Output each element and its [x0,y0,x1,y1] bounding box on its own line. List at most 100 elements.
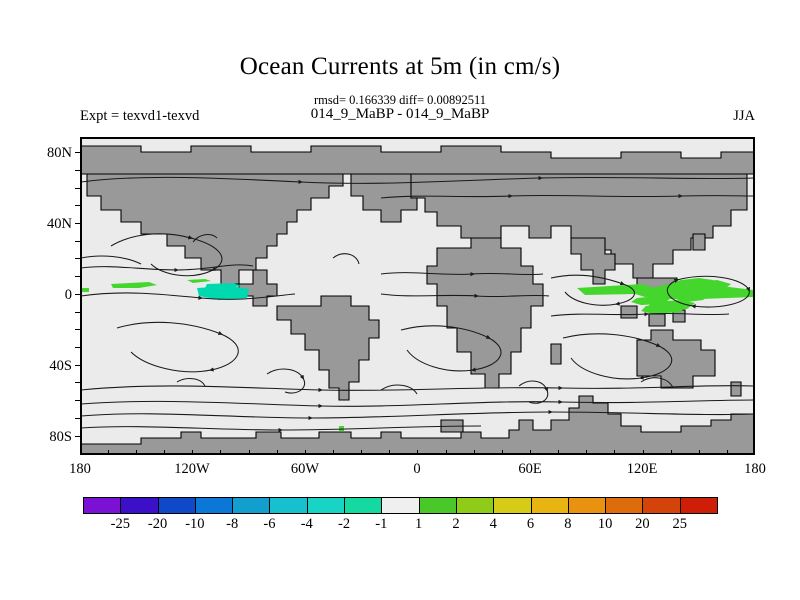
streamline-curl-atlantic-north [332,253,360,265]
x-tick-minor [361,450,362,455]
y-tick-minor [75,382,80,383]
colorbar-tick-label-6: -2 [338,516,351,532]
land-mask [81,145,754,454]
x-tick-label-120e: 120E [626,461,658,477]
anomaly-patch-coral-sea [641,304,687,314]
y-tick-0 [75,294,80,295]
y-tick-minor [75,241,80,242]
arctic-landmass [81,145,754,175]
y-tick-40s [75,365,80,366]
x-tick-label-180w: 180 [69,461,91,477]
y-tick-label-40n: 40N [47,216,72,232]
x-tick-minor [558,450,559,455]
x-tick-minor [333,450,334,455]
x-tick-minor [249,450,250,455]
antarctica-landmass [81,395,754,454]
colorbar-swatch-10 [455,497,495,514]
y-tick-minor [75,400,80,401]
colorbar-tick-label-10: 4 [489,516,497,532]
anomaly-patch-eastern-pacific-green-2 [187,279,211,283]
streamline-indian-monsoon-gyre [550,274,635,306]
y-tick-minor [75,258,80,259]
y-tick-label-80s: 80S [49,429,72,445]
y-tick-minor [75,170,80,171]
x-tick-minor [727,450,728,455]
x-tick-minor [446,450,447,455]
anomaly-patch-eastern-pacific-teal-2 [205,283,241,289]
colorbar-tick-label-11: 6 [526,516,535,532]
x-tick-60w [305,450,306,455]
y-tick-40n [75,223,80,224]
y-tick-minor [75,312,80,313]
colorbar-tick-label-1: -20 [147,516,168,532]
sumatra-landmass [620,305,638,319]
streamline-north-pacific-gyre [110,233,223,277]
streamline-south-equatorial-atlantic [380,293,550,298]
colorbar-tick-labels: -25 -20 -10 -8 -6 -4 -2 -1 1 2 4 6 8 10 20 25 [83,514,717,536]
new-zealand-landmass [730,381,742,397]
x-tick-0 [417,450,418,455]
streamline-eddy-south-atlantic [266,368,305,394]
anomaly-patch-eastern-pacific-teal [197,286,249,300]
colorbar-tick-label-5: -4 [300,516,313,532]
x-tick-label-60w: 60W [290,461,320,477]
x-tick-label-120w: 120W [174,461,210,477]
colorbar-tick-label-13: 10 [597,516,613,532]
colorbar-swatch-2 [157,497,196,514]
x-tick-minor [671,450,672,455]
streamline-eddy-misc [380,384,418,395]
y-tick-minor [75,418,80,419]
south-america-landmass [276,295,380,401]
x-tick-180e [754,450,755,455]
world-map-graphic [81,138,754,454]
map-plot-area [80,137,755,455]
colorbar-tick-label-15: 25 [672,516,687,532]
colorbar-swatch-11 [493,497,532,514]
anomaly-patch-eastern-pacific-green [111,282,157,288]
colorbar-swatch-14 [605,497,644,514]
colorbar-swatch-5 [269,497,308,514]
current-streamlines [81,175,754,433]
streamline-eddy-tasman [640,377,674,389]
x-tick-minor [614,450,615,455]
x-tick-minor [277,450,278,455]
x-tick-120e [643,450,644,455]
africa-landmass [426,237,544,389]
x-tick-minor [108,450,109,455]
streamline-pacific-warmpool-gyre [666,275,749,307]
colorbar-swatch-6 [306,497,346,514]
streamline-north-atlantic-drift [380,193,754,199]
streamline-north-pacific-west [81,255,142,265]
colorbar-swatch-8 [381,497,420,514]
y-tick-minor [75,347,80,348]
anomaly-patch-antarctic-dot [339,426,344,431]
experiment-label: Expt = texvd1-texvd [80,108,200,124]
season-label: JJA [733,108,755,124]
streamline-eddy-indian [518,380,549,404]
colorbar-swatch-1 [120,497,159,514]
streamline-south-atlantic-gyre [400,325,502,372]
y-tick-minor [75,276,80,277]
colorbar-swatch-0 [83,497,122,514]
y-tick-label-0: 0 [64,287,72,303]
x-tick-minor [136,450,137,455]
x-tick-minor [389,450,390,455]
streamline-north-equatorial-pacific [81,264,254,273]
x-tick-label-180e: 180 [744,461,766,477]
x-tick-60e [530,450,531,455]
x-tick-label-0: 0 [413,461,421,477]
colorbar-tick-label-7: -1 [375,516,388,532]
colorbar-swatch-4 [232,497,271,514]
x-tick-minor [164,450,165,455]
colorbar [83,497,719,514]
streamline-acc-2 [81,399,754,409]
y-tick-label-80n: 80N [47,145,72,161]
colorbar-swatch-3 [194,497,234,514]
y-tick-80n [75,152,80,153]
case-annotation: 014_9_MaBP - 014_9_MaBP [310,106,490,122]
x-tick-minor [220,450,221,455]
colorbar-swatch-16 [679,497,719,514]
streamline-south-equatorial-pacific [81,292,296,300]
x-tick-180w [80,450,81,455]
